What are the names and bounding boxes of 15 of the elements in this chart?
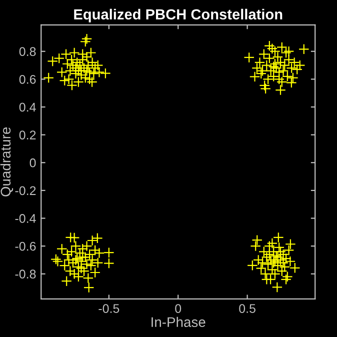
y-tick-label: -0.6 [15, 242, 36, 251]
y-tick-label: -0.4 [15, 214, 36, 223]
y-tick-label: 0.4 [19, 102, 36, 112]
y-tick-label: -0.2 [15, 186, 36, 196]
y-axis-title: Quadrature [0, 127, 14, 196]
chart-title: Equalized PBCH Constellation [74, 8, 282, 22]
y-tick-label: 0.6 [19, 74, 36, 84]
y-tick-label: 0.8 [19, 47, 36, 56]
y-tick-label: 0 [30, 158, 36, 168]
y-tick-label: 0.2 [19, 130, 36, 140]
x-tick-label: 0.5 [239, 304, 256, 313]
x-tick-label: 0 [175, 304, 182, 313]
y-tick-label: -0.8 [15, 270, 36, 279]
x-axis-title: In-Phase [152, 316, 206, 328]
x-tick-label: -0.5 [98, 304, 120, 313]
